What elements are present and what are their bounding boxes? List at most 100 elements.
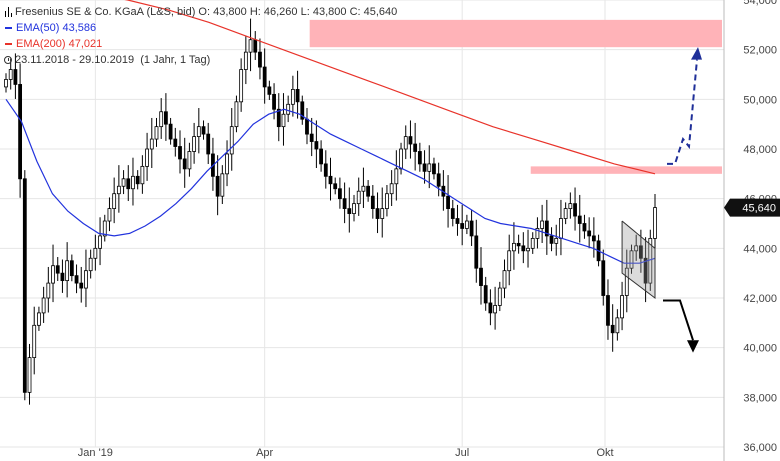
candle-body — [338, 188, 342, 200]
candle-body — [653, 207, 657, 239]
candle-body — [300, 101, 305, 120]
clock-icon — [4, 56, 12, 64]
candle-body — [474, 235, 479, 269]
candle-body — [483, 285, 488, 304]
y-tick-label: 36,000 — [743, 442, 777, 454]
legend-title-row: Fresenius SE & Co. KGaA (L&S, bid) O: 43… — [4, 4, 397, 20]
candle-body — [375, 208, 380, 219]
candle-body — [272, 93, 276, 110]
y-tick-label: 54,000 — [743, 0, 777, 7]
candle-body — [168, 123, 173, 140]
candle-body — [295, 89, 300, 103]
low-label: L: — [300, 6, 310, 18]
candle-body — [258, 51, 262, 68]
y-tick-label: 40,000 — [743, 343, 777, 355]
candle-body — [173, 138, 178, 147]
candle-body — [394, 168, 399, 185]
candle-body — [446, 195, 450, 210]
flag-channel — [621, 220, 656, 300]
candle-body — [521, 245, 526, 252]
candle-body — [493, 305, 498, 314]
candle-body — [74, 275, 79, 284]
candle-body — [629, 250, 634, 269]
candle-body — [352, 203, 356, 214]
candle-body — [488, 302, 493, 314]
y-tick-label: 48,000 — [743, 144, 777, 156]
candle-body — [140, 165, 145, 185]
candle-body — [276, 108, 281, 128]
candle-body — [69, 260, 74, 277]
y-tick-label: 44,000 — [743, 243, 777, 255]
legend-ema200-row: EMA(200) 47,021 — [4, 36, 397, 52]
candle-body — [464, 220, 469, 229]
candle-body — [60, 272, 65, 282]
candle-body — [403, 136, 408, 150]
y-tick-label: 52,000 — [743, 45, 777, 57]
candle-body — [234, 101, 239, 128]
candle-body — [112, 193, 117, 209]
candle-body — [502, 270, 507, 289]
candle-body — [305, 118, 309, 135]
candle-body — [342, 198, 347, 210]
candle-body — [549, 235, 554, 244]
candle-body — [93, 247, 98, 259]
candle-body — [366, 185, 371, 197]
candle-body — [385, 193, 389, 209]
candle-body — [620, 295, 624, 319]
candle-body — [314, 141, 319, 150]
candle-body — [624, 267, 629, 296]
candle-body — [356, 190, 361, 205]
range-note: (1 Jahr, 1 Tag) — [140, 54, 211, 66]
candle-body — [573, 203, 577, 217]
candle-body — [55, 265, 60, 274]
candle-body — [201, 126, 206, 135]
candle-body — [192, 136, 197, 152]
last-price-tag — [724, 198, 780, 217]
candle-body — [46, 282, 51, 299]
candle-body — [225, 153, 229, 175]
candle-body — [370, 195, 375, 210]
ema50-line — [5, 98, 656, 264]
candle-body — [601, 260, 606, 296]
candle-body — [413, 143, 418, 152]
candle-body — [145, 148, 149, 167]
candle-body — [163, 111, 168, 125]
candle-body — [131, 175, 135, 190]
candle-body — [178, 146, 182, 160]
candle-body — [215, 175, 220, 197]
ema50-swatch — [5, 27, 12, 29]
bullish-arrow — [667, 59, 698, 165]
candle-body — [309, 133, 314, 142]
candle-body — [455, 218, 460, 224]
candle-body — [323, 163, 328, 177]
candle-body — [37, 312, 41, 326]
candle-body — [8, 69, 13, 80]
candle-body — [469, 220, 474, 237]
candle-body — [220, 173, 225, 197]
last-price-label: 45,640 — [742, 203, 776, 215]
candle-body — [18, 84, 23, 180]
ema50-value: 43,586 — [62, 22, 97, 34]
resistance-zone — [530, 166, 722, 174]
candle-body — [559, 218, 563, 239]
bullish-arrowhead — [691, 47, 702, 60]
candle-body — [432, 163, 436, 175]
candle-body — [281, 113, 286, 128]
candle-body — [577, 215, 582, 224]
candle-body — [159, 111, 164, 128]
ema200-value: 47,021 — [68, 38, 103, 50]
candle-body — [286, 103, 291, 115]
candle-body — [79, 282, 84, 289]
candle-body — [88, 257, 93, 272]
resistance-zone — [309, 19, 722, 48]
candle-body — [187, 151, 192, 170]
low-value: 43,800 — [312, 6, 347, 18]
legend-ema50-row: EMA(50) 43,586 — [4, 20, 397, 36]
close-value: 45,640 — [363, 6, 398, 18]
candle-body — [4, 79, 8, 88]
candle-body — [643, 257, 648, 284]
close-label: C: — [349, 6, 361, 18]
candle-body — [290, 89, 295, 105]
candle-body — [135, 175, 140, 185]
